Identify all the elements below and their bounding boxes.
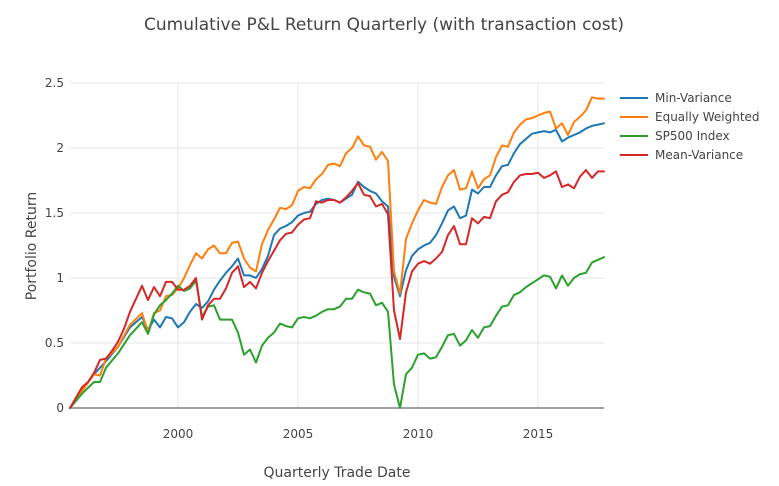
series-line-equally-weighted (69, 96, 605, 409)
legend-item-mean-variance[interactable]: Mean-Variance (620, 148, 743, 162)
series-line-mean-variance (69, 169, 605, 409)
legend[interactable]: Min-Variance Equally Weighted SP500 Index M… (620, 91, 760, 162)
legend-item-min-variance[interactable]: Min-Variance (620, 91, 732, 105)
legend-label: Min-Variance (655, 91, 732, 105)
x-axis-title: Quarterly Trade Date (264, 465, 411, 481)
series-line-min-variance (69, 122, 605, 409)
legend-label: Mean-Variance (655, 148, 743, 162)
x-tick-label: 2005 (283, 427, 314, 441)
y-tick-label: 0.5 (45, 336, 64, 350)
y-tick-label: 1 (56, 271, 64, 285)
series-lines (69, 96, 605, 409)
x-tick-label: 2015 (523, 427, 554, 441)
legend-item-sp500-index[interactable]: SP500 Index (620, 129, 730, 143)
y-tick-label: 2.5 (45, 76, 64, 90)
tick-labels: 0 0.5 1 1.5 2 2.5 2000 2005 2010 2015 (45, 76, 553, 441)
y-tick-label: 0 (56, 401, 64, 415)
y-tick-label: 2 (56, 141, 64, 155)
series-line-sp500-index (69, 256, 605, 409)
legend-label: SP500 Index (655, 129, 730, 143)
chart-title: Cumulative P&L Return Quarterly (with tr… (144, 15, 624, 35)
x-tick-label: 2010 (403, 427, 434, 441)
legend-item-equally-weighted[interactable]: Equally Weighted (620, 110, 760, 124)
y-axis-title: Portfolio Return (24, 192, 40, 301)
y-tick-label: 1.5 (45, 206, 64, 220)
legend-label: Equally Weighted (655, 110, 760, 124)
gridlines (70, 82, 604, 409)
x-tick-label: 2000 (163, 427, 194, 441)
